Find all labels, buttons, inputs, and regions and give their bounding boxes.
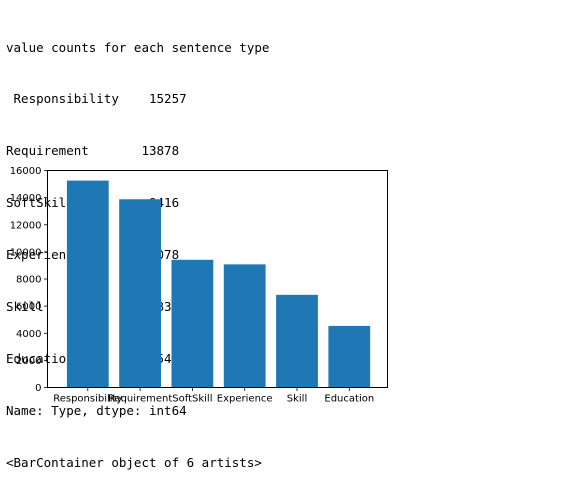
x-tick-label: Education xyxy=(324,394,374,405)
bar-chart: 0 2000 4000 6000 8000 10000 12000 14000 16000 Re… xyxy=(10,166,388,405)
x-tick-label: Experience xyxy=(217,394,273,405)
bar-requirement xyxy=(119,199,161,388)
y-axis: 0 2000 4000 6000 8000 10000 12000 14000 16000 xyxy=(10,166,48,394)
y-tick-label: 8000 xyxy=(16,275,41,286)
y-tick-label: 0 xyxy=(35,383,41,394)
bar-softskill xyxy=(171,259,214,388)
bar-experience xyxy=(223,264,266,388)
y-tick-label: 2000 xyxy=(16,356,41,367)
y-tick-label: 12000 xyxy=(10,220,42,231)
y-tick-label: 10000 xyxy=(10,247,42,258)
x-tick-label: Skill xyxy=(287,394,307,405)
y-tick-label: 6000 xyxy=(16,302,41,313)
y-tick-label: 4000 xyxy=(16,329,41,340)
bar-skill xyxy=(276,294,318,388)
bar-responsibility xyxy=(66,180,109,388)
x-tick-label: Requirement xyxy=(108,394,172,405)
output-heading: value counts for each sentence type xyxy=(6,39,270,55)
output-row: Responsibility 15257 xyxy=(6,91,187,107)
y-tick-label: 14000 xyxy=(10,193,42,204)
output-dtype-line: Name: Type, dtype: int64 xyxy=(6,402,187,418)
y-tick-label: 16000 xyxy=(10,166,42,177)
x-tick-label: Responsibility xyxy=(53,394,122,405)
x-tick-label: SoftSkill xyxy=(172,394,212,405)
plot-frame xyxy=(47,170,388,388)
bars-group xyxy=(66,180,371,388)
output-repr-line: <BarContainer object of 6 artists> xyxy=(6,454,262,470)
output-row: Requirement 13878 xyxy=(6,143,180,159)
bar-education xyxy=(328,325,371,388)
